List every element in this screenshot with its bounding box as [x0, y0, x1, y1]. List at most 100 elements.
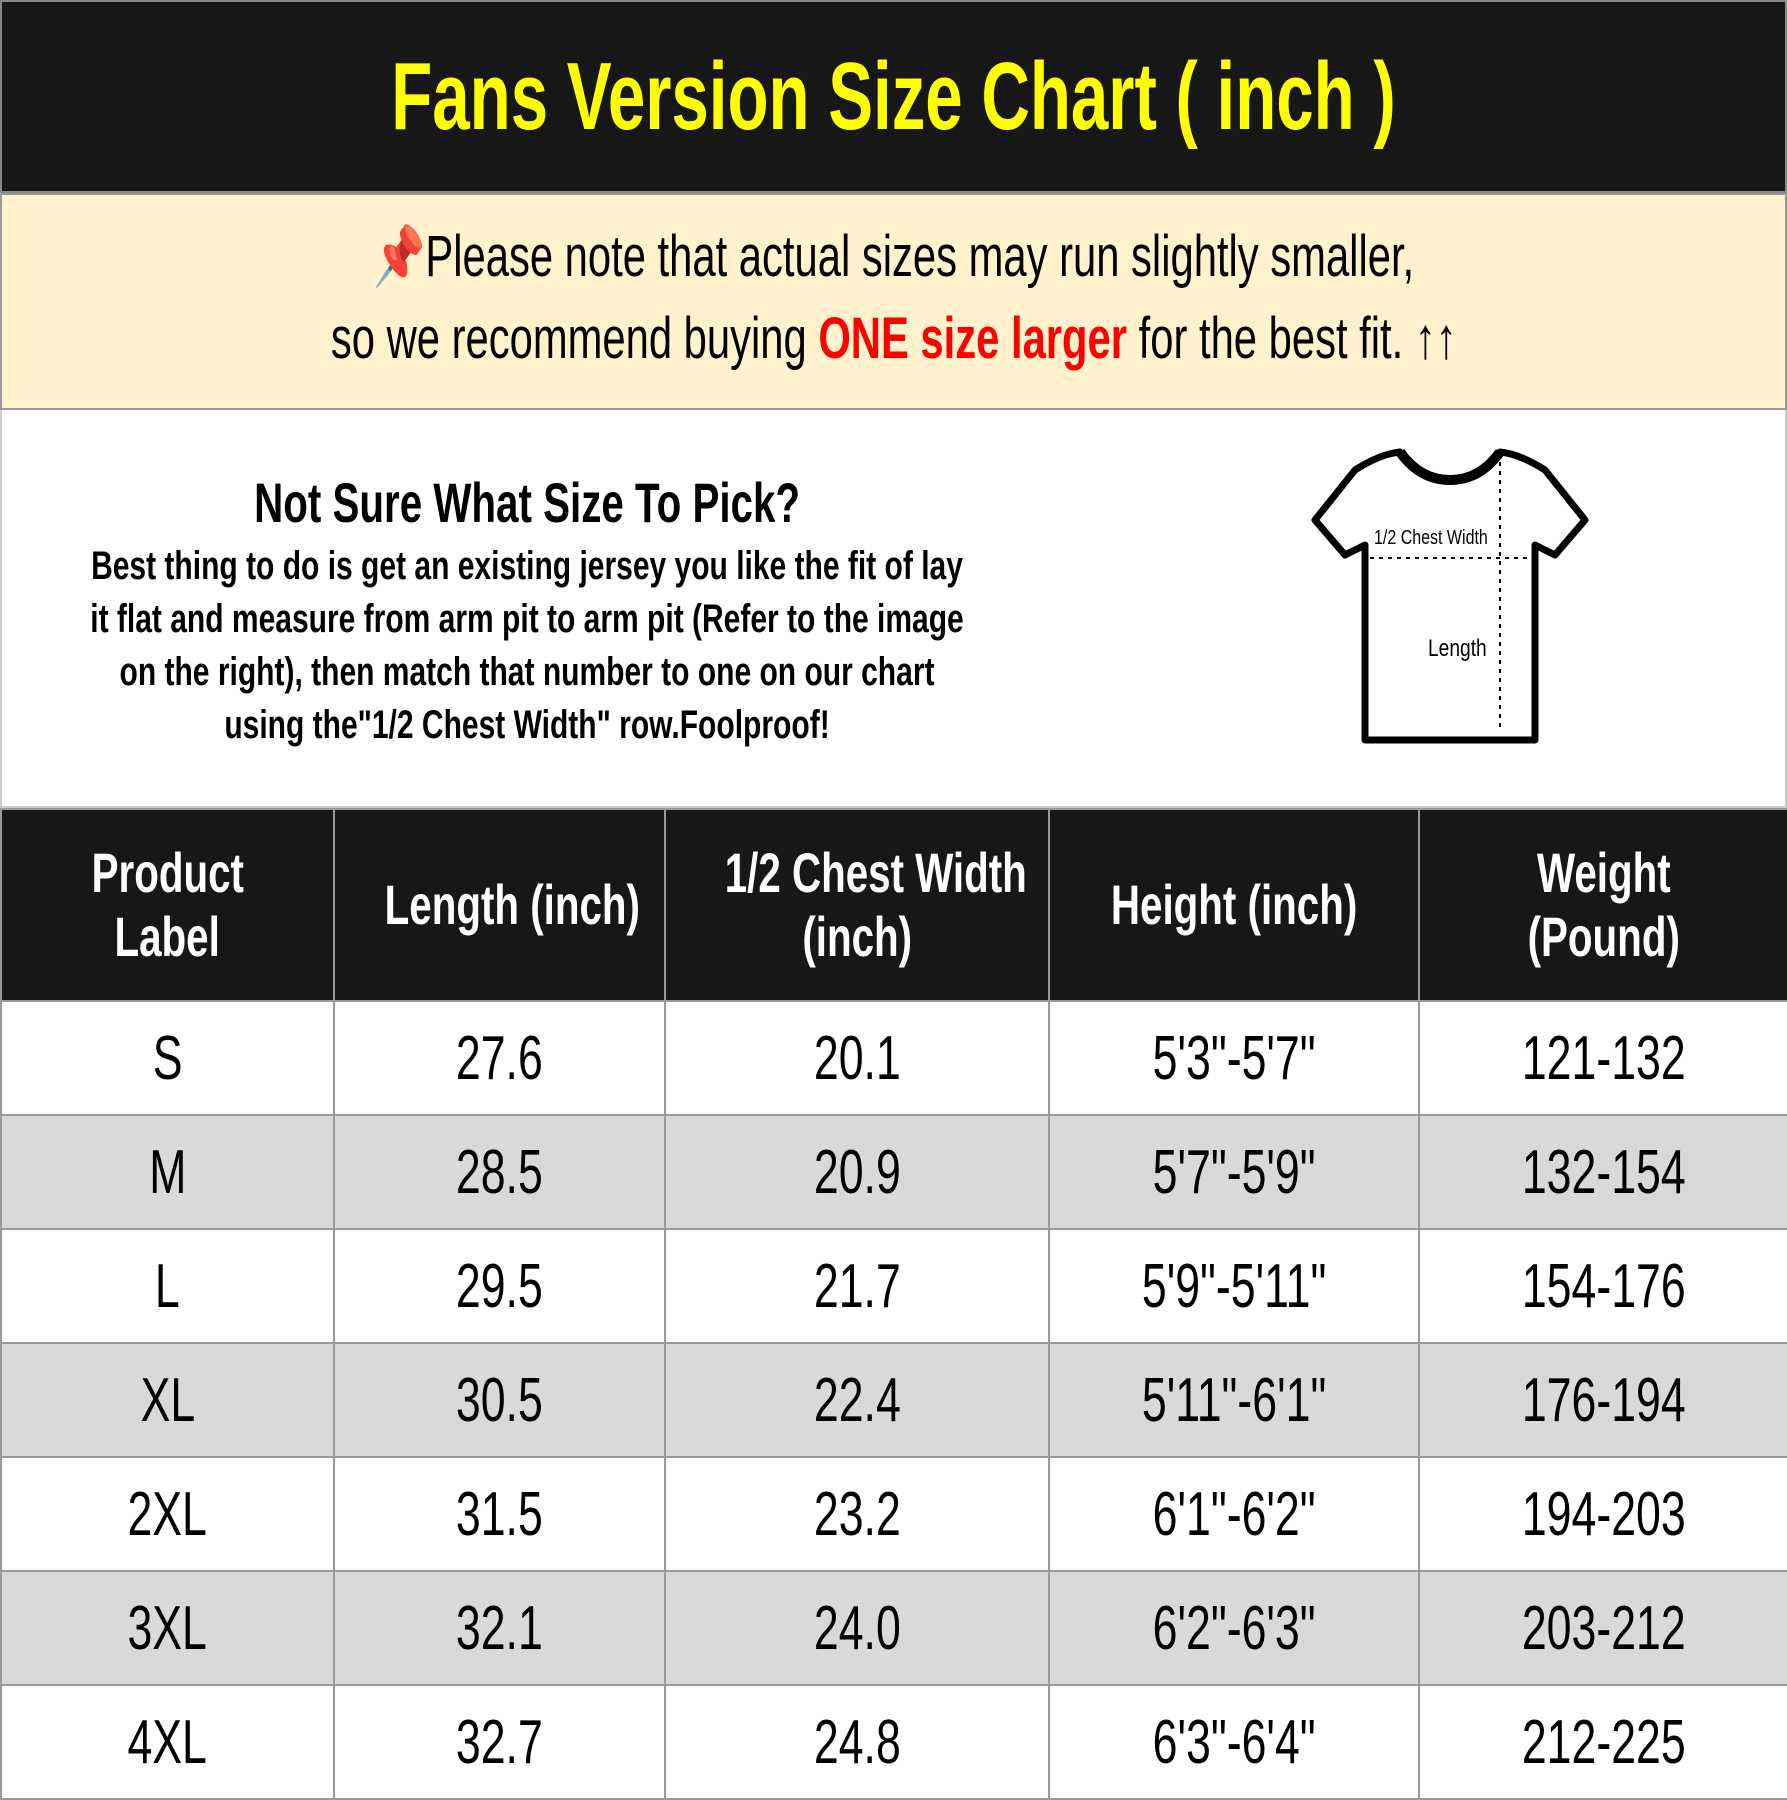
- size-guide: Not Sure What Size To Pick? Best thing t…: [0, 410, 1787, 808]
- cell-value: 5'7"-5'9": [1152, 1137, 1316, 1207]
- header-text: (Pound): [1527, 905, 1680, 968]
- cell-value: XL: [140, 1365, 195, 1435]
- table-cell: 5'3"-5'7": [1048, 1000, 1420, 1116]
- table-row: S 27.6 20.1 5'3"-5'7" 121-132: [0, 1000, 1787, 1116]
- up-arrows-icon: ↑↑: [1414, 306, 1457, 371]
- cell-value: 154-176: [1521, 1251, 1686, 1321]
- cell-value: 5'11"-6'1": [1141, 1365, 1327, 1435]
- header-text: Height (inch): [1110, 873, 1358, 936]
- title-banner: Fans Version Size Chart ( inch ): [0, 0, 1787, 193]
- pushpin-icon: 📌: [373, 224, 426, 289]
- cell-value: 32.1: [456, 1593, 543, 1663]
- table-cell: 24.8: [664, 1684, 1050, 1800]
- table-row: 2XL 31.5 23.2 6'1"-6'2" 194-203: [0, 1456, 1787, 1572]
- cell-value: M: [148, 1137, 187, 1207]
- header-length: Length (inch): [333, 808, 666, 1002]
- table-cell: 23.2: [664, 1456, 1050, 1572]
- cell-value: 28.5: [456, 1137, 543, 1207]
- table-cell: 121-132: [1418, 1000, 1787, 1116]
- table-cell: 2XL: [0, 1456, 335, 1572]
- size-table: Product Label Length (inch) 1/2 Chest Width…: [0, 808, 1787, 1800]
- table-cell: 28.5: [333, 1114, 666, 1230]
- cell-value: 32.7: [456, 1707, 543, 1777]
- table-row: XL 30.5 22.4 5'11"-6'1" 176-194: [0, 1342, 1787, 1458]
- cell-value: S: [152, 1023, 183, 1093]
- header-text: Product: [91, 841, 244, 904]
- cell-value: 24.8: [813, 1707, 901, 1777]
- cell-value: 27.6: [456, 1023, 543, 1093]
- table-row: L 29.5 21.7 5'9"-5'11" 154-176: [0, 1228, 1787, 1344]
- table-cell: 132-154: [1418, 1114, 1787, 1230]
- table-cell: S: [0, 1000, 335, 1116]
- table-cell: M: [0, 1114, 335, 1230]
- cell-value: 2XL: [127, 1479, 208, 1549]
- table-cell: 194-203: [1418, 1456, 1787, 1572]
- table-row: 3XL 32.1 24.0 6'2"-6'3" 203-212: [0, 1570, 1787, 1686]
- cell-value: 4XL: [127, 1707, 208, 1777]
- table-cell: 6'1"-6'2": [1048, 1456, 1420, 1572]
- header-text: Weight: [1536, 841, 1671, 904]
- table-cell: 32.1: [333, 1570, 666, 1686]
- cell-value: 5'9"-5'11": [1141, 1251, 1327, 1321]
- cell-value: 212-225: [1521, 1707, 1686, 1777]
- table-cell: 203-212: [1418, 1570, 1787, 1686]
- header-weight: Weight (Pound): [1418, 808, 1787, 1002]
- note-line-2-post: for the best fit.: [1126, 306, 1415, 371]
- cell-value: 194-203: [1521, 1479, 1686, 1549]
- cell-value: 6'3"-6'4": [1152, 1707, 1316, 1777]
- cell-value: 20.9: [813, 1137, 901, 1207]
- cell-value: 121-132: [1521, 1023, 1686, 1093]
- header-text: Length (inch): [384, 873, 640, 936]
- cell-value: 5'3"-5'7": [1152, 1023, 1316, 1093]
- table-cell: 176-194: [1418, 1342, 1787, 1458]
- header-text: Label: [114, 905, 221, 968]
- note-line-1: Please note that actual sizes may run sl…: [425, 224, 1414, 289]
- table-cell: 5'7"-5'9": [1048, 1114, 1420, 1230]
- cell-value: 30.5: [456, 1365, 543, 1435]
- table-cell: 20.1: [664, 1000, 1050, 1116]
- cell-value: L: [155, 1251, 180, 1321]
- header-text: 1/2 Chest Width: [724, 841, 1027, 904]
- cell-value: 22.4: [813, 1365, 901, 1435]
- header-text: (inch): [802, 905, 912, 968]
- table-cell: 22.4: [664, 1342, 1050, 1458]
- note-line-2-pre: so we recommend buying: [330, 306, 819, 371]
- table-cell: 6'3"-6'4": [1048, 1684, 1420, 1800]
- cell-value: 29.5: [456, 1251, 543, 1321]
- table-cell: XL: [0, 1342, 335, 1458]
- cell-value: 23.2: [813, 1479, 901, 1549]
- table-cell: 21.7: [664, 1228, 1050, 1344]
- chest-width-label: 1/2 Chest Width: [1374, 527, 1488, 549]
- cell-value: 132-154: [1521, 1137, 1686, 1207]
- cell-value: 24.0: [813, 1593, 901, 1663]
- cell-value: 203-212: [1521, 1593, 1686, 1663]
- table-cell: 3XL: [0, 1570, 335, 1686]
- table-cell: 24.0: [664, 1570, 1050, 1686]
- table-cell: 29.5: [333, 1228, 666, 1344]
- table-cell: 5'11"-6'1": [1048, 1342, 1420, 1458]
- table-cell: 30.5: [333, 1342, 666, 1458]
- cell-value: 176-194: [1521, 1365, 1686, 1435]
- header-height: Height (inch): [1048, 808, 1420, 1002]
- note-highlight: ONE size larger: [818, 306, 1127, 371]
- table-cell: 212-225: [1418, 1684, 1787, 1800]
- table-row: 4XL 32.7 24.8 6'3"-6'4" 212-225: [0, 1684, 1787, 1800]
- page-title: Fans Version Size Chart ( inch ): [391, 42, 1396, 150]
- cell-value: 21.7: [813, 1251, 901, 1321]
- length-label: Length: [1428, 635, 1487, 662]
- sizing-note: 📌Please note that actual sizes may run s…: [0, 193, 1787, 410]
- table-cell: 32.7: [333, 1684, 666, 1800]
- header-chest-width: 1/2 Chest Width (inch): [664, 808, 1050, 1002]
- table-cell: 31.5: [333, 1456, 666, 1572]
- table-cell: 20.9: [664, 1114, 1050, 1230]
- table-cell: 6'2"-6'3": [1048, 1570, 1420, 1686]
- cell-value: 20.1: [813, 1023, 901, 1093]
- cell-value: 31.5: [456, 1479, 543, 1549]
- cell-value: 6'2"-6'3": [1152, 1593, 1316, 1663]
- guide-body: Best thing to do is get an existing jers…: [90, 544, 964, 747]
- table-cell: 5'9"-5'11": [1048, 1228, 1420, 1344]
- cell-value: 6'1"-6'2": [1152, 1479, 1316, 1549]
- table-cell: L: [0, 1228, 335, 1344]
- tshirt-diagram-icon: [1311, 448, 1589, 744]
- table-cell: 4XL: [0, 1684, 335, 1800]
